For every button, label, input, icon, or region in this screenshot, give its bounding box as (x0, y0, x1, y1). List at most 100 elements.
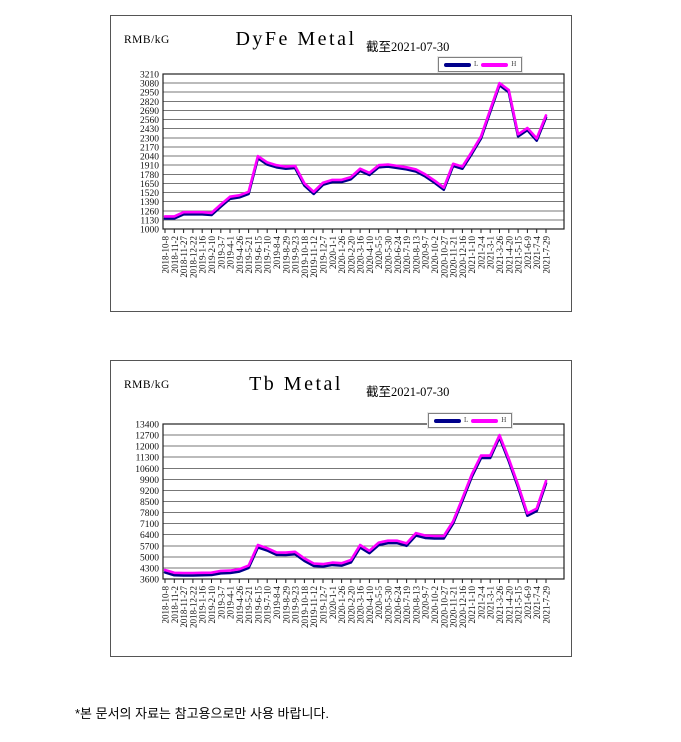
svg-text:2018-10-8: 2018-10-8 (161, 586, 171, 624)
tb-price-line-chart: 3600 430050005700640071007800850092009900… (135, 421, 565, 628)
svg-text:2021-3-26: 2021-3-26 (495, 236, 505, 274)
svg-text:3080: 3080 (140, 80, 159, 90)
svg-text:1000: 1000 (140, 226, 159, 236)
svg-text:2018-10-8: 2018-10-8 (161, 236, 171, 274)
svg-text:2019-3-7: 2019-3-7 (216, 236, 226, 269)
legend: L H (438, 57, 523, 72)
svg-text:2019-8-29: 2019-8-29 (281, 586, 291, 624)
svg-text:2020-6-24: 2020-6-24 (393, 236, 403, 274)
svg-text:3600: 3600 (140, 576, 159, 586)
svg-text:2020-7-19: 2020-7-19 (402, 586, 412, 624)
svg-text:2170: 2170 (140, 143, 159, 153)
svg-text:9900: 9900 (140, 476, 159, 486)
svg-text:2950: 2950 (140, 89, 159, 99)
svg-text:2019-9-23: 2019-9-23 (291, 236, 301, 274)
svg-text:2019-1-16: 2019-1-16 (198, 586, 208, 624)
svg-text:2300: 2300 (140, 134, 159, 144)
svg-text:1780: 1780 (140, 171, 159, 181)
svg-text:2019-4-26: 2019-4-26 (235, 236, 245, 274)
svg-text:2019-2-10: 2019-2-10 (207, 236, 217, 274)
svg-text:2018-12-22: 2018-12-22 (188, 586, 198, 628)
svg-text:7800: 7800 (140, 509, 159, 519)
y-axis-unit-label: RMB/kG (124, 379, 170, 391)
svg-text:2020-2-20: 2020-2-20 (346, 236, 356, 274)
svg-text:2020-4-10: 2020-4-10 (365, 586, 375, 624)
svg-text:8500: 8500 (140, 498, 159, 508)
svg-text:2020-5-30: 2020-5-30 (384, 236, 394, 274)
svg-text:2430: 2430 (140, 125, 159, 135)
svg-text:2021-2-4: 2021-2-4 (477, 236, 487, 269)
svg-text:2019-8-29: 2019-8-29 (281, 236, 291, 274)
svg-text:2019-6-15: 2019-6-15 (253, 586, 263, 624)
svg-text:2020-10-2: 2020-10-2 (430, 236, 440, 274)
svg-text:5700: 5700 (140, 542, 159, 552)
svg-text:2019-7-10: 2019-7-10 (263, 236, 273, 274)
chart-title: Tb Metal (249, 373, 343, 395)
svg-text:2019-11-12: 2019-11-12 (309, 586, 319, 628)
svg-text:2019-8-4: 2019-8-4 (272, 586, 282, 619)
as-of-date-label: 截至2021-07-30 (366, 40, 450, 54)
svg-text:1130: 1130 (140, 216, 159, 226)
svg-text:2018-12-22: 2018-12-22 (188, 236, 198, 278)
legend-label-high: H (501, 416, 507, 424)
svg-text:2019-10-18: 2019-10-18 (300, 236, 310, 278)
legend-label-high: H (511, 60, 517, 68)
svg-text:2020-5-30: 2020-5-30 (384, 586, 394, 624)
dyfe-chart-panel: 1000 1130 1260 1390 1520 1650 1780 1910 2040 2170… (110, 15, 572, 312)
svg-text:10600: 10600 (135, 465, 159, 475)
legend-label-low: L (464, 416, 469, 424)
dyfe-price-line-chart: 1000113012601390152016501780191020402170… (140, 71, 565, 278)
low-series-swatch (434, 418, 461, 423)
high-series-swatch (471, 418, 499, 423)
svg-text:2019-8-4: 2019-8-4 (272, 236, 282, 269)
svg-text:12000: 12000 (135, 443, 159, 453)
svg-text:2021-2-4: 2021-2-4 (477, 586, 487, 619)
svg-text:2020-9-7: 2020-9-7 (421, 236, 431, 269)
svg-text:2019-7-10: 2019-7-10 (263, 586, 273, 624)
svg-text:2018-11-2: 2018-11-2 (170, 586, 180, 623)
svg-text:1520: 1520 (140, 189, 159, 199)
svg-text:2040: 2040 (140, 153, 159, 163)
svg-text:2018-11-27: 2018-11-27 (179, 236, 189, 278)
svg-text:2019-2-10: 2019-2-10 (207, 586, 217, 624)
legend: L H (428, 413, 513, 428)
svg-text:2019-5-21: 2019-5-21 (244, 236, 254, 274)
tb-chart-panel: 3600 4300 5000 5700 6400 7100 7800 8500 9200 9900… (110, 360, 572, 657)
svg-text:3210: 3210 (140, 71, 159, 81)
svg-text:2019-9-23: 2019-9-23 (291, 586, 301, 624)
svg-text:2690: 2690 (140, 107, 159, 117)
svg-text:12700: 12700 (135, 432, 159, 442)
svg-text:2019-4-26: 2019-4-26 (235, 586, 245, 624)
svg-text:2021-5-15: 2021-5-15 (514, 236, 524, 274)
svg-text:2020-11-21: 2020-11-21 (449, 586, 459, 628)
svg-text:2020-12-16: 2020-12-16 (458, 236, 468, 278)
chart-title: DyFe Metal (235, 28, 357, 50)
y-axis-unit-label: RMB/kG (124, 34, 170, 46)
svg-text:2020-3-16: 2020-3-16 (356, 586, 366, 624)
svg-text:2020-7-19: 2020-7-19 (402, 236, 412, 274)
svg-text:2018-11-2: 2018-11-2 (170, 236, 180, 273)
svg-text:2019-10-18: 2019-10-18 (300, 586, 310, 628)
svg-text:2820: 2820 (140, 98, 159, 108)
svg-text:2020-10-2: 2020-10-2 (430, 586, 440, 624)
svg-text:2021-1-10: 2021-1-10 (467, 586, 477, 624)
svg-text:11300: 11300 (136, 454, 160, 464)
high-series-swatch (481, 62, 509, 67)
svg-text:2020-3-16: 2020-3-16 (356, 236, 366, 274)
svg-text:2021-5-15: 2021-5-15 (514, 586, 524, 624)
svg-text:2019-12-7: 2019-12-7 (319, 586, 329, 624)
svg-text:2020-4-10: 2020-4-10 (365, 236, 375, 274)
svg-text:2019-4-1: 2019-4-1 (226, 236, 236, 269)
svg-text:13400: 13400 (135, 421, 159, 431)
svg-text:2021-3-26: 2021-3-26 (495, 586, 505, 624)
svg-text:1650: 1650 (140, 180, 159, 190)
svg-text:2021-1-10: 2021-1-10 (467, 236, 477, 274)
svg-text:2020-10-27: 2020-10-27 (439, 586, 449, 628)
svg-text:2021-6-9: 2021-6-9 (523, 236, 533, 269)
svg-text:2019-1-16: 2019-1-16 (198, 236, 208, 274)
svg-text:2021-7-4: 2021-7-4 (532, 586, 542, 619)
svg-text:2020-5-5: 2020-5-5 (374, 236, 384, 269)
svg-text:5000: 5000 (140, 553, 159, 563)
svg-text:2020-8-13: 2020-8-13 (411, 586, 421, 624)
